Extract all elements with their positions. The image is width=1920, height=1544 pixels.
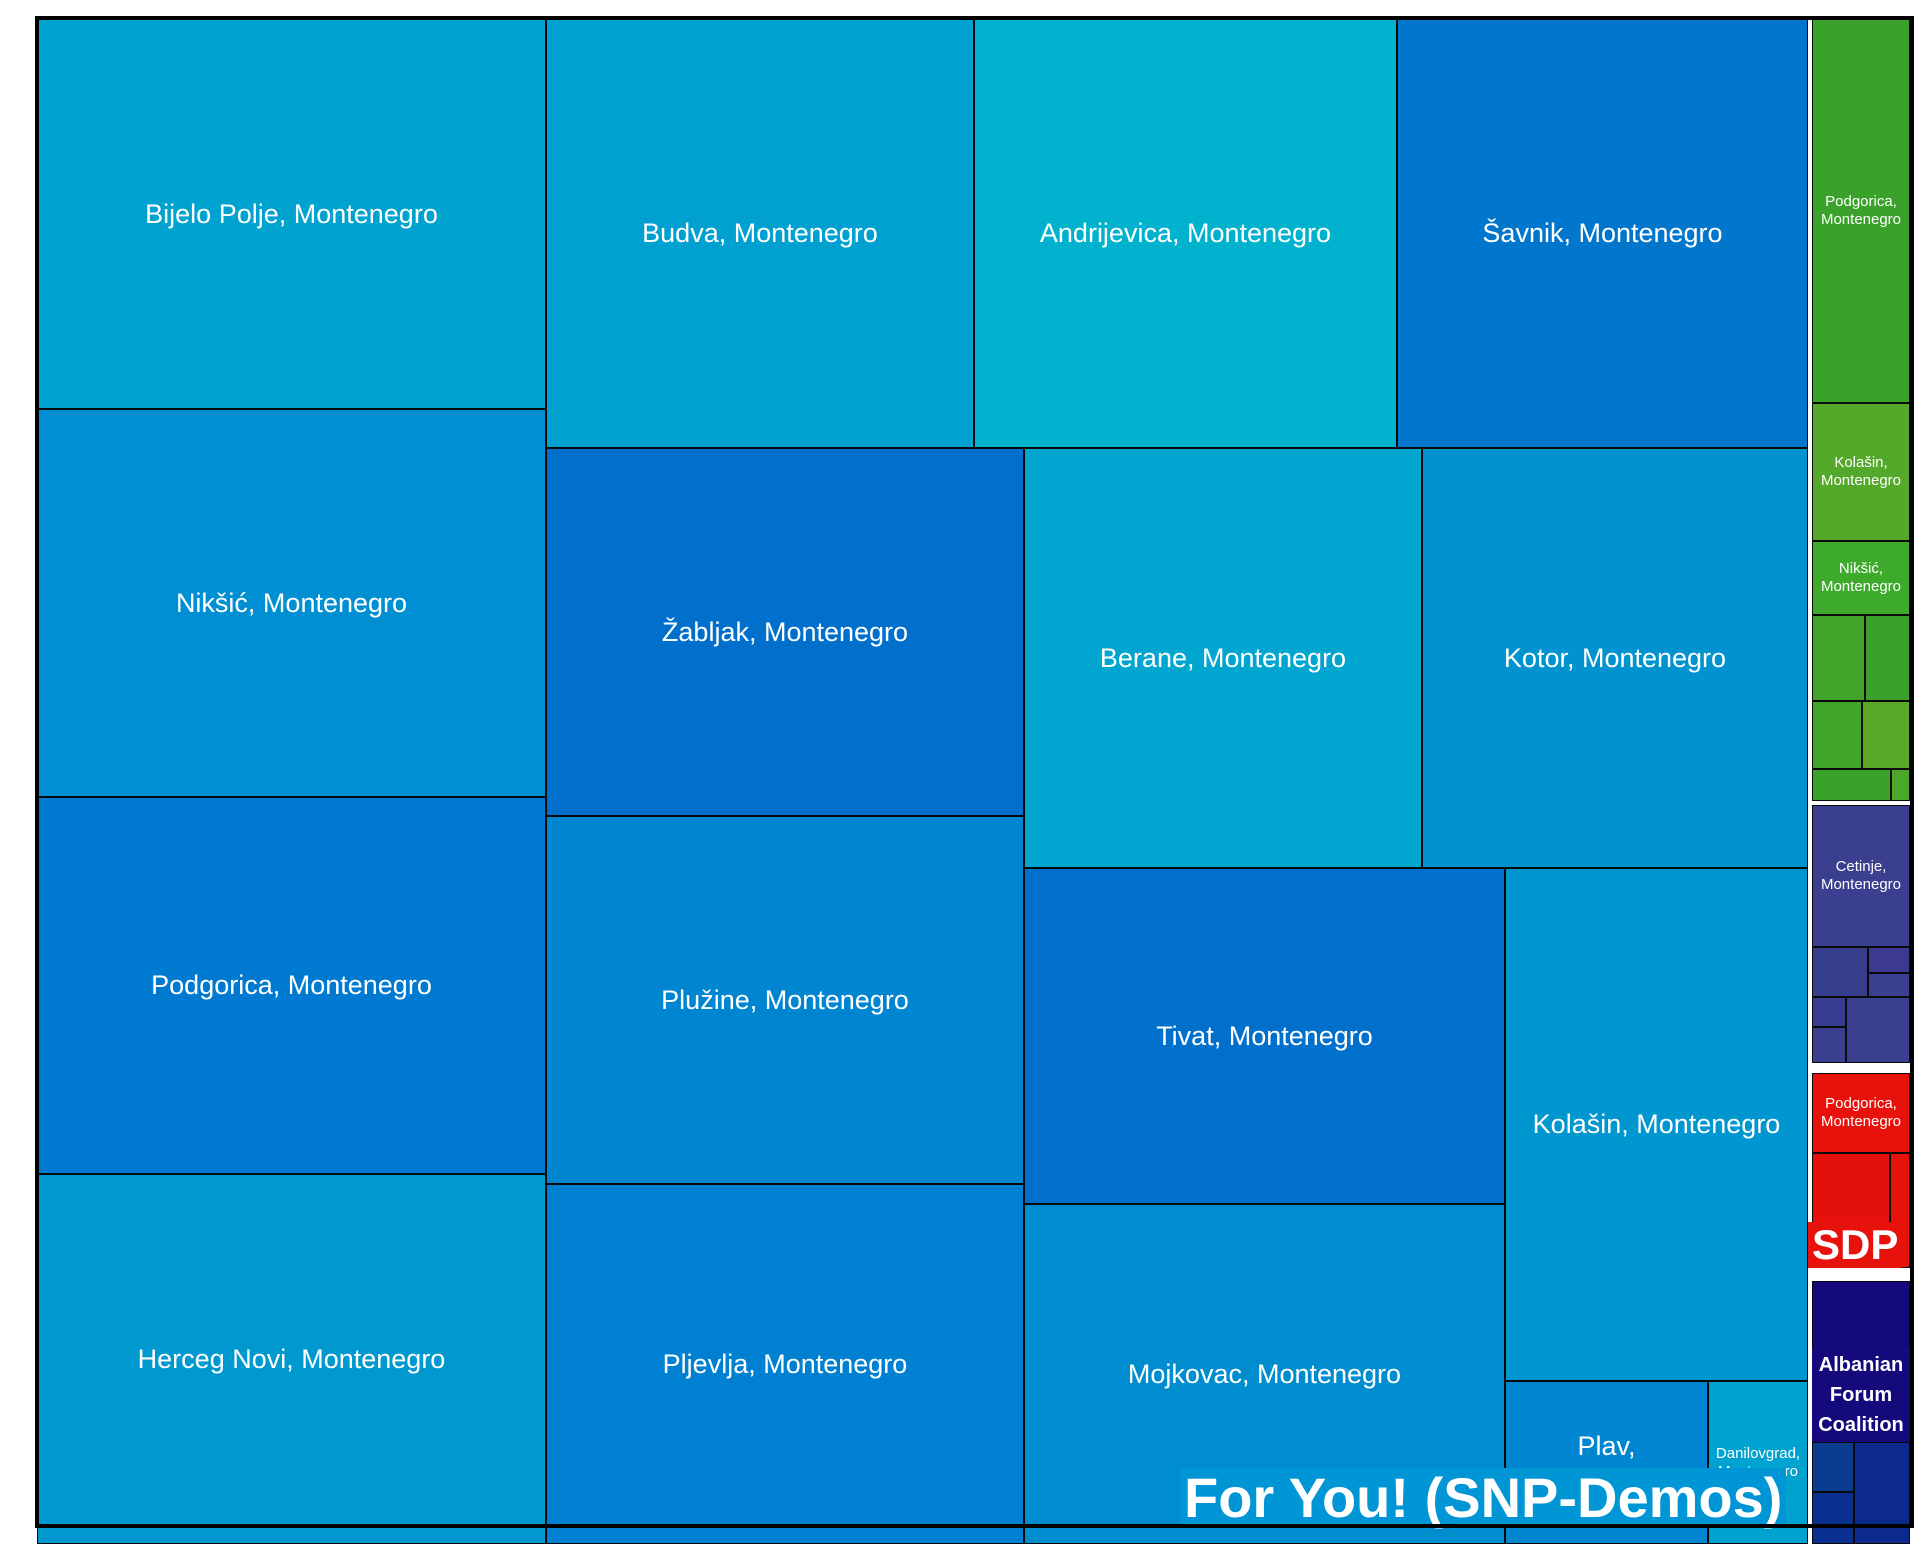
treemap-cell bbox=[1868, 947, 1910, 973]
treemap-cell: Žabljak, Montenegro bbox=[546, 448, 1024, 816]
treemap-group-label: For You! (SNP-Demos) bbox=[1180, 1468, 1787, 1528]
treemap-cell: Šavnik, Montenegro bbox=[1397, 19, 1808, 448]
treemap-cell-label: Tivat, Montenegro bbox=[1156, 1020, 1373, 1051]
treemap-cell: Tivat, Montenegro bbox=[1024, 868, 1505, 1204]
treemap-cell: Kolašin, Montenegro bbox=[1812, 403, 1910, 541]
treemap-cell-label: Podgorica, Montenegro bbox=[1820, 193, 1902, 228]
treemap-cell: Andrijevica, Montenegro bbox=[974, 19, 1397, 448]
treemap-group-label: Albanian Forum Coalition bbox=[1812, 1348, 1910, 1442]
treemap-cell-label: Pljevlja, Montenegro bbox=[662, 1348, 908, 1379]
treemap-group-label: SDP bbox=[1808, 1222, 1903, 1268]
treemap-cell: Cetinje, Montenegro bbox=[1812, 805, 1910, 947]
treemap-cell bbox=[1812, 701, 1862, 769]
treemap-cell-label: Nikšić, Montenegro bbox=[1820, 560, 1902, 595]
treemap-cell: Berane, Montenegro bbox=[1024, 448, 1422, 868]
treemap-cell bbox=[1854, 1442, 1910, 1544]
treemap-cell: Podgorica, Montenegro bbox=[37, 797, 546, 1174]
treemap-cell: Plužine, Montenegro bbox=[546, 816, 1024, 1184]
treemap-cell bbox=[1862, 701, 1910, 769]
treemap-cell: Podgorica, Montenegro bbox=[1812, 1073, 1910, 1153]
treemap-cell-label: Cetinje, Montenegro bbox=[1820, 858, 1902, 893]
treemap-cell: Kotor, Montenegro bbox=[1422, 448, 1808, 868]
treemap-cell: Budva, Montenegro bbox=[546, 19, 974, 448]
treemap-cell bbox=[1868, 973, 1910, 997]
treemap-cell-label: Nikšić, Montenegro bbox=[175, 587, 408, 618]
treemap-cell bbox=[1812, 615, 1865, 701]
treemap-cell: Kolašin, Montenegro bbox=[1505, 868, 1808, 1381]
treemap-cell-label: Podgorica, Montenegro bbox=[1820, 1095, 1902, 1130]
treemap-cell bbox=[1812, 947, 1868, 997]
treemap-cell: Pljevlja, Montenegro bbox=[546, 1184, 1024, 1544]
treemap-cell-label: Budva, Montenegro bbox=[642, 218, 878, 249]
treemap-cell-label: Mojkovac, Montenegro bbox=[1127, 1358, 1402, 1389]
treemap-cell bbox=[1846, 997, 1910, 1063]
treemap-cell: Nikšić, Montenegro bbox=[37, 409, 546, 797]
treemap-cell-label: Bijelo Polje, Montenegro bbox=[145, 198, 438, 229]
treemap-cell: Herceg Novi, Montenegro bbox=[37, 1174, 546, 1544]
treemap-cell-label: Šavnik, Montenegro bbox=[1482, 218, 1723, 249]
treemap-cell-label: Berane, Montenegro bbox=[1099, 642, 1347, 673]
treemap-cell bbox=[1812, 1442, 1854, 1492]
treemap-cell: Bijelo Polje, Montenegro bbox=[37, 19, 546, 409]
treemap-cell bbox=[1812, 1027, 1846, 1063]
treemap-cell-label: Žabljak, Montenegro bbox=[661, 616, 909, 647]
treemap-cell bbox=[1891, 769, 1910, 801]
treemap-cell-label: Andrijevica, Montenegro bbox=[1039, 218, 1332, 249]
treemap-cell-label: Kolašin, Montenegro bbox=[1532, 1109, 1781, 1140]
treemap-cell bbox=[1812, 997, 1846, 1027]
treemap-cell bbox=[1865, 615, 1910, 701]
treemap-cell bbox=[1812, 769, 1891, 801]
treemap-cell: Nikšić, Montenegro bbox=[1812, 541, 1910, 615]
treemap-cell-label: Podgorica, Montenegro bbox=[151, 970, 432, 1001]
treemap-cell bbox=[1812, 1492, 1854, 1544]
treemap-cell: Podgorica, Montenegro bbox=[1812, 19, 1910, 403]
treemap-cell-label: Plužine, Montenegro bbox=[661, 984, 909, 1015]
treemap-cell-label: Kolašin, Montenegro bbox=[1820, 454, 1902, 489]
treemap-cell-label: Kotor, Montenegro bbox=[1503, 642, 1727, 673]
treemap-cell-label: Herceg Novi, Montenegro bbox=[137, 1343, 446, 1374]
